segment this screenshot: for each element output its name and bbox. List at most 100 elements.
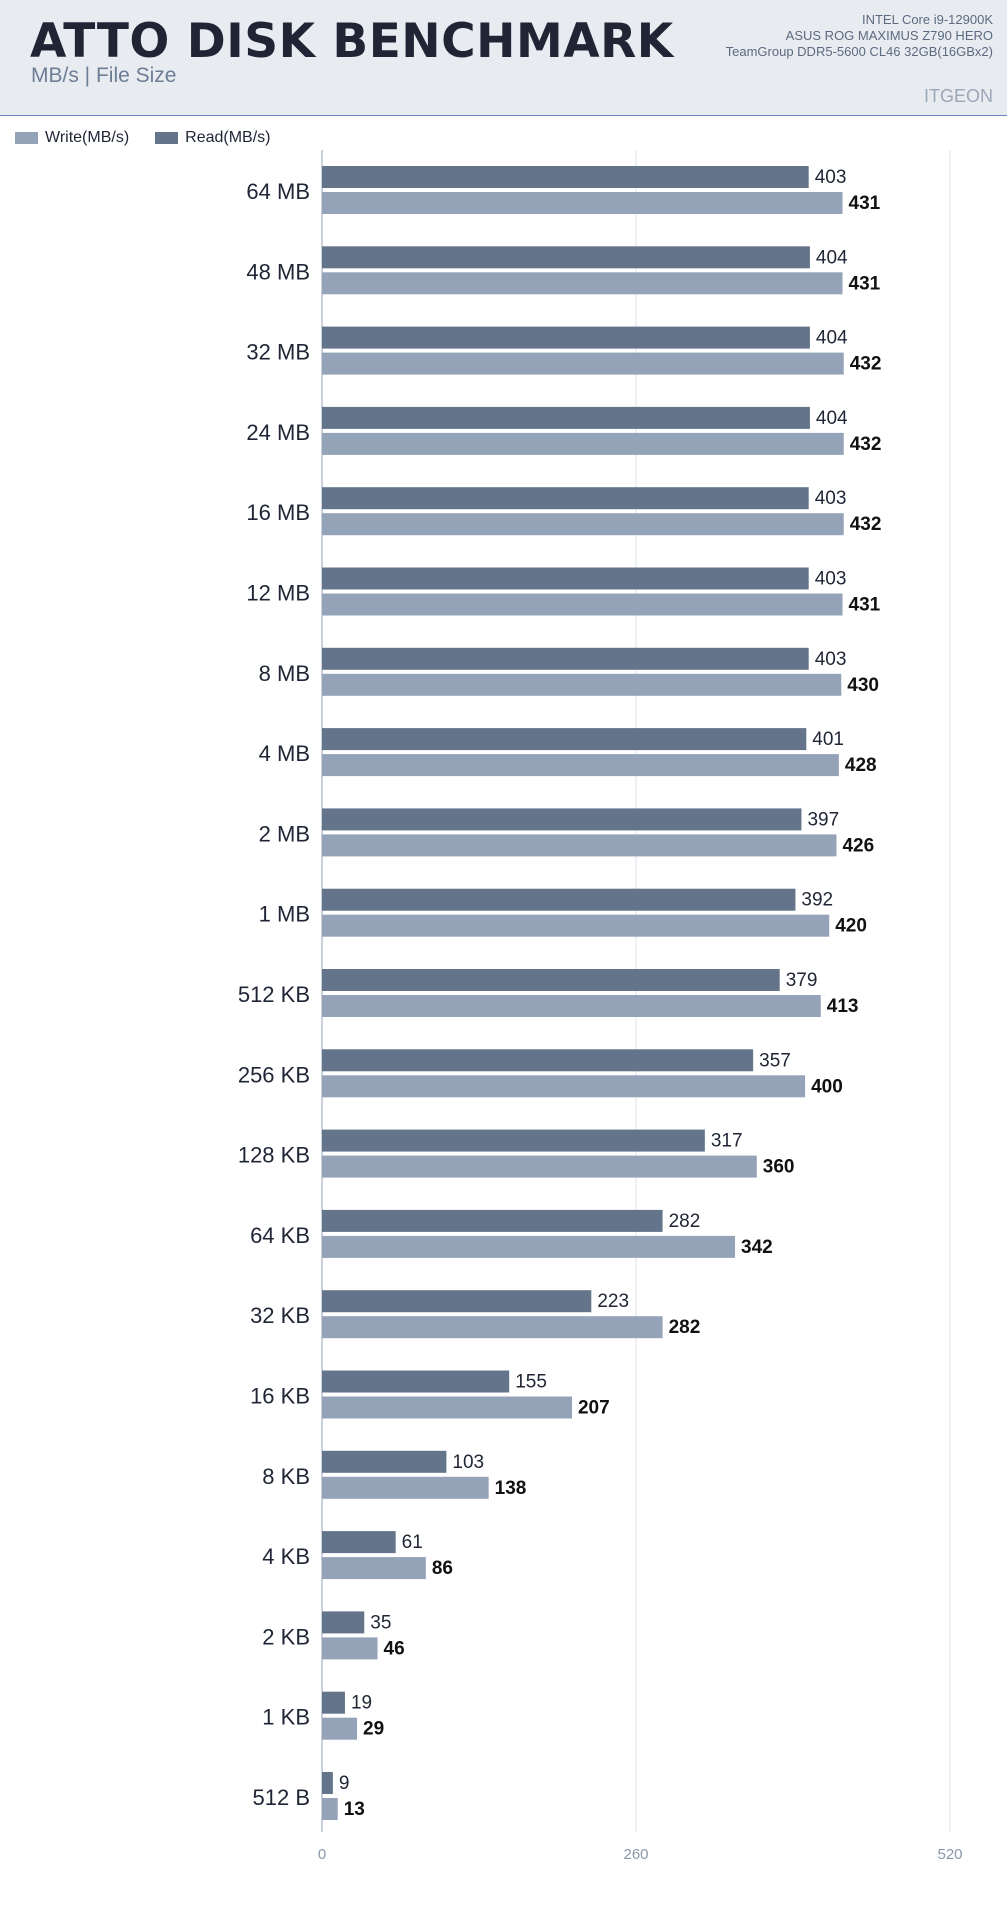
read-value-label: 379 bbox=[786, 970, 818, 991]
read-bar bbox=[322, 1772, 333, 1794]
read-bar bbox=[322, 1691, 345, 1714]
read-value-label: 403 bbox=[815, 167, 847, 188]
category-label: 16 MB bbox=[246, 500, 310, 525]
spec-memory: TeamGroup DDR5-5600 CL46 32GB(16GBx2) bbox=[725, 44, 993, 59]
category-label: 2 KB bbox=[262, 1624, 310, 1649]
category-label: 512 B bbox=[253, 1785, 311, 1810]
read-value-label: 9 bbox=[339, 1773, 350, 1794]
read-bar bbox=[322, 1450, 447, 1473]
category-label: 4 KB bbox=[262, 1544, 310, 1569]
read-bar bbox=[322, 567, 809, 590]
write-value-label: 13 bbox=[344, 1799, 365, 1820]
read-value-label: 357 bbox=[759, 1050, 791, 1071]
write-value-label: 86 bbox=[432, 1558, 453, 1579]
write-bar bbox=[322, 1717, 358, 1740]
legend-write-swatch bbox=[15, 132, 38, 144]
write-bar bbox=[322, 1798, 338, 1820]
read-bar bbox=[322, 1370, 510, 1393]
write-value-label: 432 bbox=[850, 514, 882, 535]
chart-legend: Write(MB/s) Read(MB/s) bbox=[15, 128, 297, 148]
category-label: 32 KB bbox=[250, 1303, 310, 1328]
category-label: 256 KB bbox=[238, 1062, 310, 1087]
write-bar bbox=[322, 593, 843, 616]
category-label: 8 MB bbox=[259, 661, 310, 686]
read-bar bbox=[322, 969, 780, 991]
category-label: 12 MB bbox=[246, 581, 310, 606]
read-value-label: 404 bbox=[816, 408, 848, 429]
chart-title: ATTO DISK BENCHMARK bbox=[30, 14, 674, 69]
x-tick-label: 0 bbox=[318, 1846, 326, 1863]
category-label: 24 MB bbox=[246, 420, 310, 445]
read-value-label: 397 bbox=[807, 809, 839, 830]
category-label: 512 KB bbox=[238, 982, 310, 1007]
write-bar bbox=[322, 754, 839, 777]
legend-read: Read(MB/s) bbox=[155, 129, 271, 147]
read-bar bbox=[322, 1209, 663, 1232]
write-bar bbox=[322, 1557, 426, 1580]
category-label: 64 KB bbox=[250, 1223, 310, 1248]
read-value-label: 19 bbox=[351, 1693, 372, 1714]
write-value-label: 29 bbox=[363, 1719, 384, 1740]
category-label: 4 MB bbox=[259, 741, 310, 766]
read-bar bbox=[322, 166, 809, 188]
write-value-label: 46 bbox=[384, 1638, 405, 1659]
write-bar bbox=[322, 513, 844, 536]
write-value-label: 430 bbox=[847, 675, 879, 696]
read-bar bbox=[322, 808, 802, 831]
read-bar bbox=[322, 728, 807, 751]
write-bar bbox=[322, 1396, 572, 1419]
spec-cpu: INTEL Core i9-12900K bbox=[861, 12, 993, 27]
write-value-label: 431 bbox=[849, 595, 881, 616]
write-value-label: 413 bbox=[827, 996, 859, 1017]
read-bar bbox=[322, 246, 810, 269]
write-bar bbox=[322, 432, 844, 455]
category-label: 16 KB bbox=[250, 1384, 310, 1409]
write-bar bbox=[322, 1235, 736, 1258]
read-bar bbox=[322, 888, 796, 911]
chart-subtitle: MB/s | File Size bbox=[31, 64, 177, 87]
read-value-label: 392 bbox=[801, 890, 833, 911]
category-label: 64 MB bbox=[246, 179, 310, 204]
write-value-label: 432 bbox=[850, 354, 882, 375]
write-bar bbox=[322, 1476, 489, 1499]
category-label: 128 KB bbox=[238, 1143, 310, 1168]
system-specs: INTEL Core i9-12900K ASUS ROG MAXIMUS Z7… bbox=[726, 12, 993, 60]
chart-header: ATTO DISK BENCHMARK MB/s | File Size INT… bbox=[0, 0, 1007, 116]
write-bar bbox=[322, 1075, 806, 1098]
category-label: 8 KB bbox=[262, 1464, 310, 1489]
read-bar bbox=[322, 1049, 754, 1072]
write-value-label: 431 bbox=[849, 273, 881, 294]
write-value-label: 207 bbox=[578, 1398, 610, 1419]
write-bar bbox=[322, 995, 821, 1017]
brand-label: ITGEON bbox=[923, 86, 993, 106]
category-label: 1 MB bbox=[259, 902, 310, 927]
read-bar bbox=[322, 647, 809, 670]
read-value-label: 317 bbox=[711, 1131, 743, 1152]
read-bar bbox=[322, 406, 810, 429]
read-value-label: 403 bbox=[815, 649, 847, 670]
write-value-label: 426 bbox=[842, 835, 874, 856]
x-tick-label: 520 bbox=[937, 1846, 962, 1863]
legend-write: Write(MB/s) bbox=[15, 129, 129, 147]
write-bar bbox=[322, 1637, 378, 1660]
write-value-label: 431 bbox=[849, 193, 881, 214]
read-value-label: 282 bbox=[669, 1211, 701, 1232]
read-bar bbox=[322, 1129, 705, 1152]
read-value-label: 401 bbox=[812, 729, 844, 750]
read-bar bbox=[322, 1290, 592, 1313]
read-value-label: 403 bbox=[815, 488, 847, 509]
x-tick-label: 260 bbox=[623, 1846, 648, 1863]
read-value-label: 35 bbox=[370, 1612, 391, 1633]
write-value-label: 282 bbox=[669, 1317, 701, 1338]
legend-write-label: Write(MB/s) bbox=[45, 129, 130, 146]
legend-read-swatch bbox=[155, 132, 179, 144]
read-bar bbox=[322, 326, 810, 349]
write-bar bbox=[322, 192, 843, 214]
read-bar bbox=[322, 487, 809, 510]
category-label: 32 MB bbox=[246, 340, 310, 365]
read-value-label: 403 bbox=[815, 569, 847, 590]
write-value-label: 432 bbox=[850, 434, 882, 455]
write-value-label: 342 bbox=[741, 1237, 773, 1258]
read-bar bbox=[322, 1611, 365, 1634]
write-bar bbox=[322, 352, 844, 375]
